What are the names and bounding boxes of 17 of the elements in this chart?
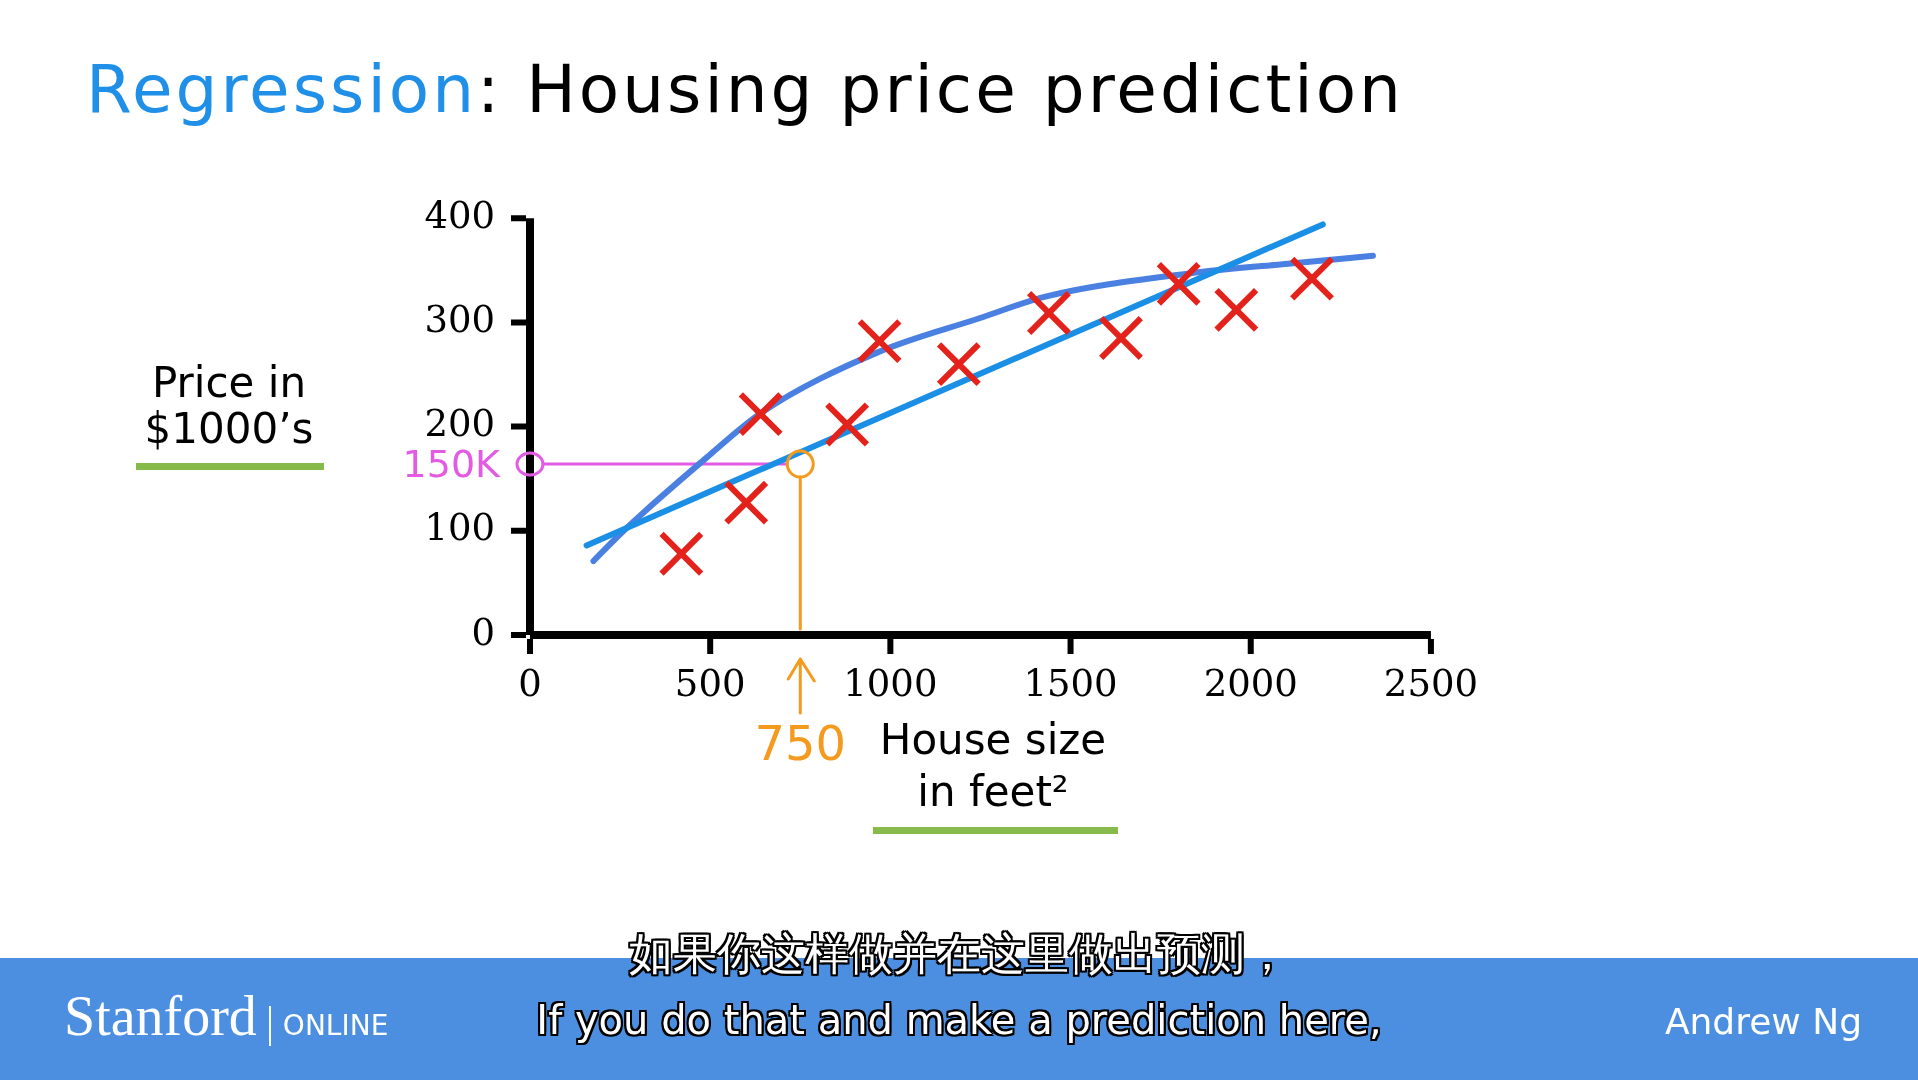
text: Stanford ONLINE bbox=[64, 984, 389, 1048]
chart-title: Regression: Housing price prediction bbox=[86, 51, 1404, 128]
x-tick-label: 500 bbox=[674, 661, 746, 705]
text: If you do that and make a prediction here, bbox=[536, 997, 1382, 1043]
x-tick-label: 2500 bbox=[1383, 661, 1478, 705]
text: Andrew Ng bbox=[1664, 1000, 1862, 1044]
ref-line-label: 750 bbox=[754, 715, 847, 771]
y-axis-title: Price in $1000’s bbox=[143, 358, 315, 453]
y-tick-label: 0 bbox=[471, 610, 495, 654]
y-tick-label: 400 bbox=[424, 193, 495, 237]
y-tick-label: 100 bbox=[424, 506, 495, 550]
x-tick-label: 1000 bbox=[843, 661, 938, 705]
y-tick-label: 300 bbox=[424, 298, 495, 342]
x-tick-label: 2000 bbox=[1203, 661, 1298, 705]
x-axis-title: House size in feet² bbox=[878, 714, 1108, 818]
x-tick-label: 0 bbox=[518, 661, 542, 705]
x-tick-label: 1500 bbox=[1023, 661, 1118, 705]
